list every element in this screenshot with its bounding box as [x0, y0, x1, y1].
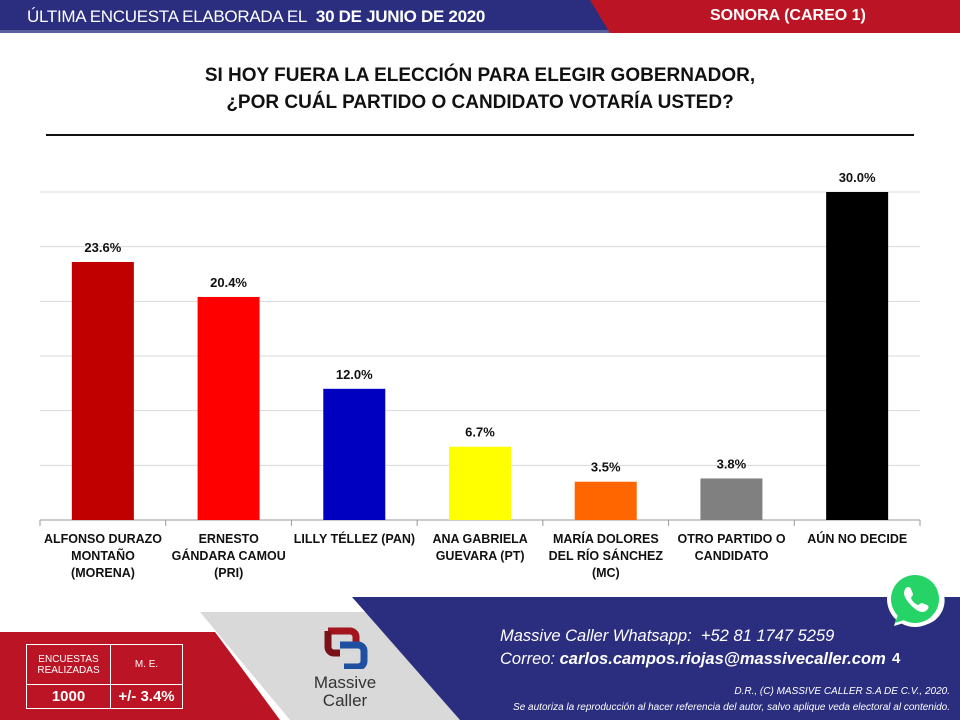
logo-text: Massive Caller — [313, 673, 377, 710]
chart-title: SI HOY FUERA LA ELECCIÓN PARA ELEGIR GOB… — [0, 62, 960, 116]
header-red-band — [590, 0, 960, 33]
stats-header-margin: M. E. — [110, 644, 183, 685]
logo-mark-icon — [324, 627, 368, 671]
whatsapp-label: Massive Caller Whatsapp: — [500, 627, 692, 645]
data-label: 20.4% — [210, 275, 247, 290]
category-label: ANA GABRIELA GUEVARA (PT) — [432, 532, 528, 563]
data-label: 12.0% — [336, 367, 373, 382]
category-label: ERNESTO GÁNDARA CAMOU (PRI) — [171, 532, 286, 580]
title-divider — [46, 134, 914, 136]
data-label: 30.0% — [839, 170, 876, 185]
stats-margin-value: +/- 3.4% — [110, 684, 183, 709]
data-label: 3.8% — [717, 456, 747, 471]
survey-date: ÚLTIMA ENCUESTA ELABORADA EL 30 DE JUNIO… — [27, 7, 485, 27]
email-link[interactable]: carlos.campos.riojas@massivecaller.com — [559, 650, 886, 668]
bar — [197, 296, 260, 520]
data-label: 6.7% — [465, 425, 495, 440]
copyright-notice: D.R., (C) MASSIVE CALLER S.A DE C.V., 20… — [513, 684, 950, 716]
category-label: AÚN NO DECIDE — [807, 532, 908, 546]
contact-info: Massive Caller Whatsapp: +52 81 1747 525… — [500, 625, 886, 671]
bar — [826, 192, 889, 520]
survey-stats-table: ENCUESTAS REALIZADAS M. E. 1000 +/- 3.4% — [26, 644, 183, 709]
title-line-1: SI HOY FUERA LA ELECCIÓN PARA ELEGIR GOB… — [204, 65, 756, 86]
copyright: D.R., (C) MASSIVE CALLER S.A DE C.V., 20… — [734, 686, 950, 697]
whatsapp-number[interactable]: +52 81 1747 5259 — [700, 627, 835, 645]
reproduction-notice: Se autoriza la reproducción al hacer ref… — [513, 702, 950, 713]
footer-blue-band — [352, 597, 960, 720]
whatsapp-icon[interactable] — [882, 568, 946, 632]
category-label: LILLY TÉLLEZ (PAN) — [293, 532, 416, 546]
region-label: SONORA (CAREO 1) — [710, 7, 866, 24]
data-label: 3.5% — [591, 460, 621, 475]
bar — [700, 478, 763, 520]
date-value: 30 DE JUNIO DE 2020 — [315, 7, 486, 26]
stats-surveys-value: 1000 — [26, 684, 111, 709]
category-label: ALFONSO DURAZO MONTAÑO (MORENA) — [43, 532, 163, 580]
stats-header-surveys: ENCUESTAS REALIZADAS — [26, 644, 111, 685]
bar — [449, 446, 511, 520]
bar — [71, 261, 134, 520]
category-label: MARÍA DOLORES DEL RÍO SÁNCHEZ (MC) — [548, 532, 664, 580]
bar — [323, 388, 386, 520]
date-prefix: ÚLTIMA ENCUESTA ELABORADA EL — [27, 7, 308, 26]
massive-caller-logo: Massive Caller — [300, 625, 390, 710]
category-label: OTRO PARTIDO O CANDIDATO — [677, 532, 786, 563]
email-label: Correo: — [500, 650, 556, 668]
data-label: 23.6% — [84, 240, 121, 255]
page-number: 4 — [892, 650, 901, 667]
title-line-2: ¿POR CUÁL PARTIDO O CANDIDATO VOTARÍA US… — [226, 92, 734, 113]
bar — [574, 481, 637, 520]
